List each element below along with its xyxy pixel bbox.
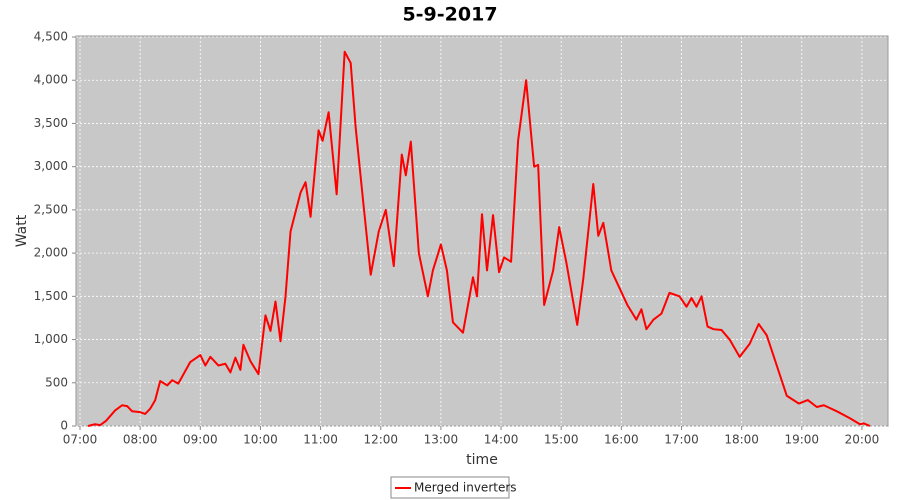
y-tick-label: 3,500 bbox=[34, 116, 68, 130]
x-tick-label: 16:00 bbox=[604, 433, 639, 447]
x-tick-label: 11:00 bbox=[303, 433, 338, 447]
x-tick-label: 10:00 bbox=[243, 433, 278, 447]
x-tick-label: 18:00 bbox=[724, 433, 759, 447]
y-tick-label: 500 bbox=[45, 375, 68, 389]
x-tick-label: 19:00 bbox=[784, 433, 819, 447]
y-axis-label: Watt bbox=[14, 214, 30, 247]
y-tick-label: 3,000 bbox=[34, 159, 68, 173]
x-tick-label: 14:00 bbox=[484, 433, 519, 447]
y-tick-label: 4,000 bbox=[34, 73, 68, 87]
legend: Merged inverters bbox=[390, 476, 517, 499]
x-tick-label: 09:00 bbox=[183, 433, 218, 447]
x-tick-label: 20:00 bbox=[845, 433, 880, 447]
legend-box bbox=[390, 476, 510, 499]
x-tick-label: 17:00 bbox=[664, 433, 699, 447]
y-tick-label: 4,500 bbox=[34, 30, 68, 44]
x-axis-label: time bbox=[466, 452, 498, 468]
y-tick-label: 0 bbox=[60, 419, 68, 433]
legend-label: Merged inverters bbox=[414, 481, 517, 495]
x-tick-label: 08:00 bbox=[123, 433, 158, 447]
plot-area bbox=[75, 35, 889, 427]
x-tick-label: 15:00 bbox=[544, 433, 579, 447]
x-tick-label: 07:00 bbox=[63, 433, 98, 447]
y-tick-label: 2,500 bbox=[34, 202, 68, 216]
x-tick-label: 13:00 bbox=[424, 433, 459, 447]
x-tick-label: 12:00 bbox=[363, 433, 398, 447]
y-tick-label: 1,000 bbox=[34, 332, 68, 346]
y-tick-label: 2,000 bbox=[34, 246, 68, 260]
y-tick-label: 1,500 bbox=[34, 289, 68, 303]
chart-title: 5-9-2017 bbox=[402, 4, 497, 26]
series-line bbox=[87, 50, 871, 427]
